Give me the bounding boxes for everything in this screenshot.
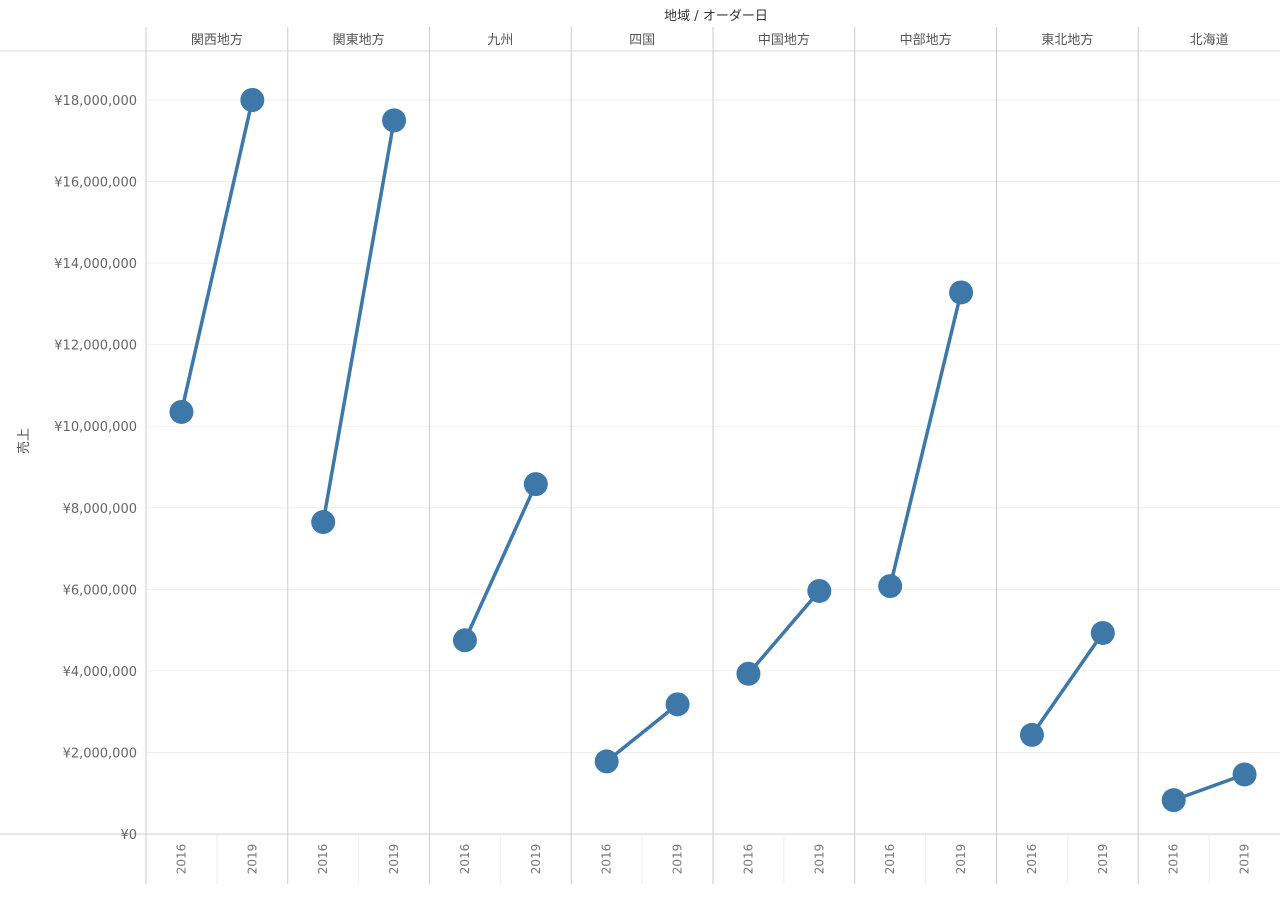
y-tick-label: ¥6,000,000: [63, 583, 137, 598]
data-point-2016[interactable]: [594, 749, 619, 774]
data-point-2016[interactable]: [878, 574, 903, 599]
x-tick-label: 2019: [387, 844, 401, 875]
data-point-2016[interactable]: [169, 399, 194, 424]
y-tick-label: ¥12,000,000: [54, 339, 137, 354]
panel-1: 関西地方 2016 2019: [145, 27, 265, 884]
y-tick-label: ¥10,000,000: [54, 420, 137, 435]
panel-3: 九州 2016 2019: [429, 27, 548, 884]
x-tick-label: 2019: [1238, 844, 1252, 875]
panels-layer: 関西地方 2016 2019 関東地方 2016 2019 九州 2016 2019 四国 2016…: [145, 27, 1257, 884]
series-line: [321, 118, 396, 524]
x-tick-label: 2016: [883, 844, 897, 875]
panel-header-label: 四国: [629, 33, 655, 48]
y-tick-label: ¥14,000,000: [54, 257, 137, 272]
panel-5: 中国地方 2016 2019: [712, 27, 832, 884]
panel-header-label: 中国地方: [758, 32, 810, 48]
panel-header-label: 東北地方: [1041, 32, 1093, 48]
data-point-2019[interactable]: [665, 692, 690, 717]
x-tick-label: 2019: [245, 844, 259, 875]
series-line: [746, 589, 822, 676]
panel-4: 四国 2016 2019: [570, 27, 690, 884]
series-line: [179, 98, 255, 414]
series-line: [463, 482, 538, 643]
panel-header-label: 北海道: [1190, 33, 1229, 48]
panel-header-label: 関東地方: [333, 32, 385, 48]
panel-6: 中部地方 2016 2019: [854, 27, 974, 884]
data-point-2016[interactable]: [736, 661, 761, 686]
series-line: [888, 290, 963, 588]
data-point-2019[interactable]: [523, 472, 548, 497]
data-point-2016[interactable]: [1161, 788, 1186, 813]
x-tick-label: 2019: [954, 844, 968, 875]
x-tick-label: 2016: [600, 844, 614, 875]
panel-header-label: 九州: [487, 33, 513, 48]
data-point-2019[interactable]: [949, 280, 974, 305]
data-point-2019[interactable]: [1232, 762, 1257, 787]
panel-header-label: 中部地方: [900, 32, 952, 48]
x-tick-label: 2016: [316, 844, 330, 875]
y-axis-title: 売上: [16, 428, 32, 454]
series-line: [1171, 772, 1247, 802]
x-tick-label: 2016: [174, 844, 188, 875]
x-tick-label: 2019: [529, 844, 543, 875]
y-tick-label: ¥4,000,000: [63, 665, 137, 680]
data-point-2019[interactable]: [382, 108, 407, 133]
panel-header-label: 関西地方: [191, 32, 243, 48]
panel-8: 北海道 2016 2019: [1137, 27, 1257, 884]
data-point-2016[interactable]: [1019, 722, 1044, 747]
x-tick-label: 2016: [458, 844, 472, 875]
y-tick-label: ¥2,000,000: [63, 746, 137, 761]
series-line: [1030, 631, 1105, 737]
y-tick-label: ¥18,000,000: [54, 94, 137, 109]
data-point-2019[interactable]: [807, 578, 832, 603]
x-tick-label: 2016: [741, 844, 755, 875]
y-tick-label: ¥8,000,000: [63, 502, 137, 517]
y-tick-label: ¥0: [120, 828, 137, 843]
panel-7: 東北地方 2016 2019: [996, 27, 1115, 884]
panel-2: 関東地方 2016 2019: [287, 27, 407, 884]
x-tick-label: 2019: [671, 844, 685, 875]
x-tick-label: 2019: [1096, 844, 1110, 875]
y-tick-label: ¥16,000,000: [54, 176, 137, 191]
data-point-2016[interactable]: [311, 510, 336, 535]
x-tick-label: 2019: [812, 844, 826, 875]
data-point-2019[interactable]: [1090, 620, 1115, 645]
axes-layer: ¥0 ¥2,000,000 ¥4,000,000 ¥6,000,000 ¥8,000,0…: [0, 27, 1280, 884]
series-line: [604, 702, 680, 764]
x-tick-label: 2016: [1167, 844, 1181, 875]
chart-title: 地域 / オーダー日: [664, 9, 768, 24]
data-point-2019[interactable]: [240, 88, 265, 112]
x-tick-label: 2016: [1025, 844, 1039, 875]
data-point-2016[interactable]: [452, 628, 477, 653]
